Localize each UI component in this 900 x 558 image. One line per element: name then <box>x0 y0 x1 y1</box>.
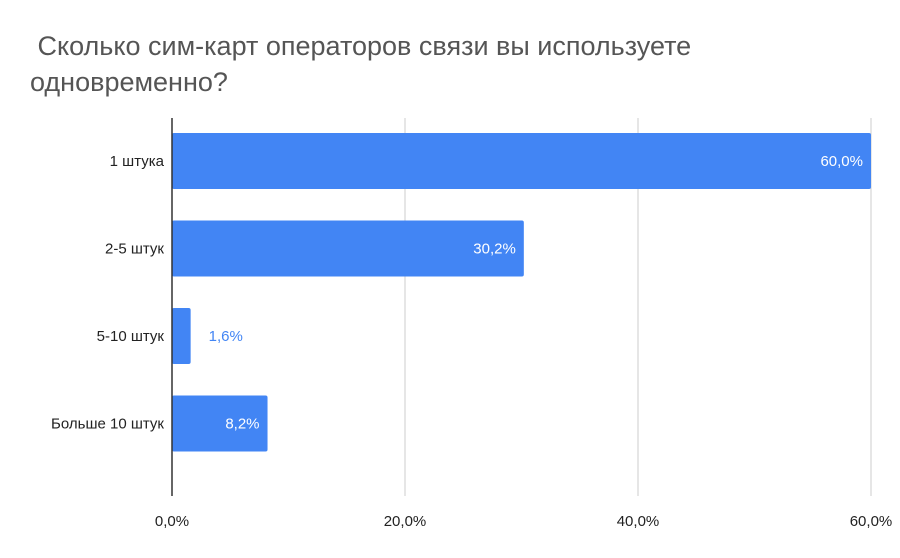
data-label: 8,2% <box>225 416 259 433</box>
bar <box>172 220 524 277</box>
labels: 0,0% 20,0% 40,0% 60,0% 1 штука 60,0% 2-5 штук 3… <box>51 153 892 530</box>
data-label: 1,6% <box>209 328 243 345</box>
x-tick-label: 60,0% <box>850 513 893 530</box>
bars <box>172 133 871 452</box>
category-label: 1 штука <box>110 153 165 170</box>
data-label: 30,2% <box>473 241 516 258</box>
category-label: 5-10 штук <box>97 328 165 345</box>
x-tick-label: 0,0% <box>155 513 189 530</box>
x-tick-label: 20,0% <box>384 513 427 530</box>
bar <box>172 395 268 452</box>
data-label: 60,0% <box>820 153 863 170</box>
chart-title: Сколько сим-карт операторов связи вы исп… <box>30 31 699 97</box>
category-label: 2-5 штук <box>105 241 164 258</box>
category-label: Больше 10 штук <box>51 416 164 433</box>
x-tick-label: 40,0% <box>617 513 660 530</box>
bar <box>172 308 191 364</box>
bar <box>172 133 871 189</box>
